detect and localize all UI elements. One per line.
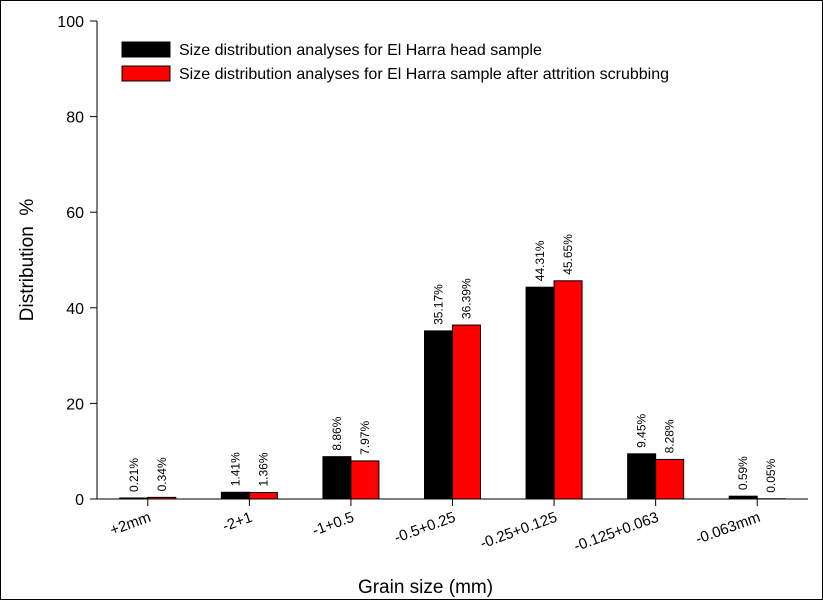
data-label: 1.41%	[228, 452, 242, 486]
y-tick-label: 100	[57, 14, 84, 31]
data-label: 7.97%	[358, 421, 372, 455]
bar-head-sample	[728, 495, 758, 500]
data-label: 0.21%	[127, 458, 141, 492]
y-tick-label: 80	[66, 110, 84, 127]
bar-after-scrubbing	[553, 280, 583, 500]
x-tick-label: -1+0.5	[310, 509, 356, 540]
data-label: 44.31%	[533, 240, 547, 281]
x-tick-label: -0.063mm	[693, 509, 762, 548]
data-label: 1.36%	[256, 452, 270, 486]
bar-head-sample	[525, 286, 555, 500]
bar-after-scrubbing	[147, 496, 177, 500]
y-axis-title: Distribution %	[17, 199, 38, 322]
x-tick-label: +2mm	[108, 509, 153, 539]
y-tick-label: 40	[66, 301, 84, 318]
bar-head-sample	[220, 491, 250, 500]
legend-swatch	[121, 41, 171, 58]
x-tick-label: -0.25+0.125	[478, 509, 559, 553]
bar-head-sample	[119, 497, 149, 500]
bar-head-sample	[627, 453, 657, 500]
x-tick-label: -0.125+0.063	[572, 509, 661, 555]
data-label: 36.39%	[460, 278, 474, 319]
data-label: 8.28%	[663, 419, 677, 453]
data-label: 35.17%	[432, 284, 446, 325]
y-tick-label: 60	[66, 205, 84, 222]
bar-after-scrubbing	[655, 458, 685, 500]
bar-after-scrubbing	[248, 491, 278, 500]
x-axis-title: Grain size (mm)	[358, 577, 493, 598]
legend-swatch	[121, 65, 171, 82]
data-label: 8.86%	[330, 416, 344, 450]
legend-label: Size distribution analyses for El Harra …	[179, 66, 669, 83]
data-label: 0.05%	[764, 458, 778, 492]
data-label: 9.45%	[635, 413, 649, 447]
y-tick-label: 0	[75, 492, 84, 509]
data-label: 45.65%	[561, 234, 575, 275]
bar-after-scrubbing	[452, 324, 481, 500]
bar-after-scrubbing	[350, 460, 380, 500]
x-tick-label: -2+1	[220, 509, 254, 535]
legend-label: Size distribution analyses for El Harra …	[179, 42, 542, 59]
y-tick-label: 20	[66, 396, 84, 413]
bar-head-sample	[322, 456, 352, 500]
data-label: 0.34%	[155, 457, 169, 491]
data-label: 0.59%	[736, 456, 750, 490]
x-tick-label: -0.5+0.25	[392, 509, 458, 547]
bar-head-sample	[424, 330, 453, 500]
